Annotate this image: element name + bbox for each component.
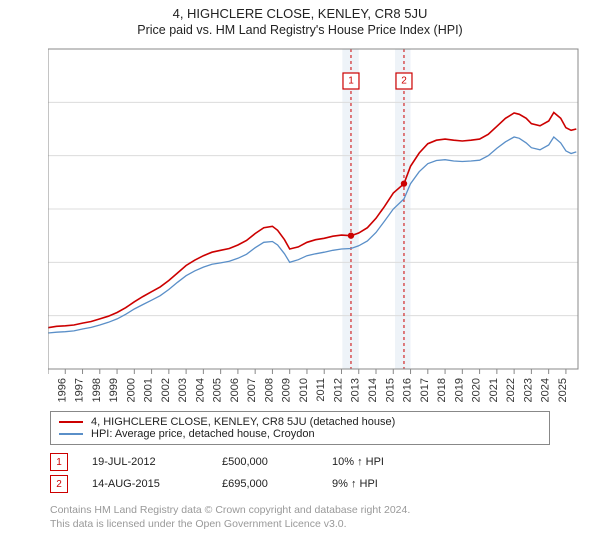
legend-swatch	[59, 433, 83, 435]
table-row: 2 14-AUG-2015 £695,000 9% ↑ HPI	[50, 473, 550, 495]
svg-text:2025: 2025	[557, 378, 569, 402]
svg-text:2018: 2018	[436, 378, 448, 402]
transactions-table: 1 19-JUL-2012 £500,000 10% ↑ HPI 2 14-AU…	[50, 451, 550, 495]
address-title: 4, HIGHCLERE CLOSE, KENLEY, CR8 5JU	[0, 6, 600, 21]
svg-text:2002: 2002	[160, 378, 172, 402]
svg-text:2017: 2017	[419, 378, 431, 402]
svg-text:2011: 2011	[315, 378, 327, 402]
svg-text:2000: 2000	[125, 378, 137, 402]
svg-text:2013: 2013	[350, 378, 362, 402]
transaction-date: 19-JUL-2012	[92, 456, 222, 468]
svg-text:2012: 2012	[332, 378, 344, 402]
svg-text:2008: 2008	[263, 378, 275, 402]
svg-text:2004: 2004	[194, 378, 206, 402]
svg-text:2005: 2005	[212, 378, 224, 402]
transaction-diff: 10% ↑ HPI	[332, 456, 432, 468]
titles: 4, HIGHCLERE CLOSE, KENLEY, CR8 5JU Pric…	[0, 0, 600, 37]
svg-text:2022: 2022	[505, 378, 517, 402]
svg-text:2023: 2023	[522, 378, 534, 402]
footer-line: Contains HM Land Registry data © Crown c…	[50, 503, 600, 517]
svg-text:2024: 2024	[540, 378, 552, 402]
transaction-price: £695,000	[222, 478, 332, 490]
svg-text:2007: 2007	[246, 378, 258, 402]
svg-text:2020: 2020	[471, 378, 483, 402]
svg-text:2006: 2006	[229, 378, 241, 402]
subtitle: Price paid vs. HM Land Registry's House …	[0, 23, 600, 37]
svg-text:2: 2	[401, 76, 407, 87]
svg-text:1996: 1996	[56, 378, 68, 402]
legend-swatch	[59, 421, 83, 423]
transaction-price: £500,000	[222, 456, 332, 468]
svg-text:2009: 2009	[281, 378, 293, 402]
footer-line: This data is licensed under the Open Gov…	[50, 517, 600, 531]
legend: 4, HIGHCLERE CLOSE, KENLEY, CR8 5JU (det…	[50, 411, 550, 445]
svg-text:2010: 2010	[298, 378, 310, 402]
legend-label: HPI: Average price, detached house, Croy…	[91, 428, 315, 440]
transaction-marker: 2	[50, 475, 68, 493]
svg-text:2001: 2001	[143, 378, 155, 402]
svg-text:1997: 1997	[74, 378, 86, 402]
legend-item: 4, HIGHCLERE CLOSE, KENLEY, CR8 5JU (det…	[59, 416, 541, 428]
table-row: 1 19-JUL-2012 £500,000 10% ↑ HPI	[50, 451, 550, 473]
footer: Contains HM Land Registry data © Crown c…	[50, 503, 600, 531]
legend-item: HPI: Average price, detached house, Croy…	[59, 428, 541, 440]
svg-text:2019: 2019	[453, 378, 465, 402]
transaction-marker: 1	[50, 453, 68, 471]
svg-text:1: 1	[348, 76, 354, 87]
svg-text:1995: 1995	[48, 378, 51, 402]
svg-text:2014: 2014	[367, 378, 379, 402]
transaction-date: 14-AUG-2015	[92, 478, 222, 490]
svg-text:2003: 2003	[177, 378, 189, 402]
svg-text:2021: 2021	[488, 378, 500, 402]
svg-text:1999: 1999	[108, 378, 120, 402]
chart-svg: £0£200K£400K£600K£800K£1M£1.2M1219951996…	[48, 45, 588, 405]
svg-text:1998: 1998	[91, 378, 103, 402]
chart-area: £0£200K£400K£600K£800K£1M£1.2M1219951996…	[48, 45, 600, 405]
chart-container: 4, HIGHCLERE CLOSE, KENLEY, CR8 5JU Pric…	[0, 0, 600, 560]
legend-label: 4, HIGHCLERE CLOSE, KENLEY, CR8 5JU (det…	[91, 416, 395, 428]
svg-text:2016: 2016	[402, 378, 414, 402]
transaction-diff: 9% ↑ HPI	[332, 478, 432, 490]
svg-text:2015: 2015	[384, 378, 396, 402]
